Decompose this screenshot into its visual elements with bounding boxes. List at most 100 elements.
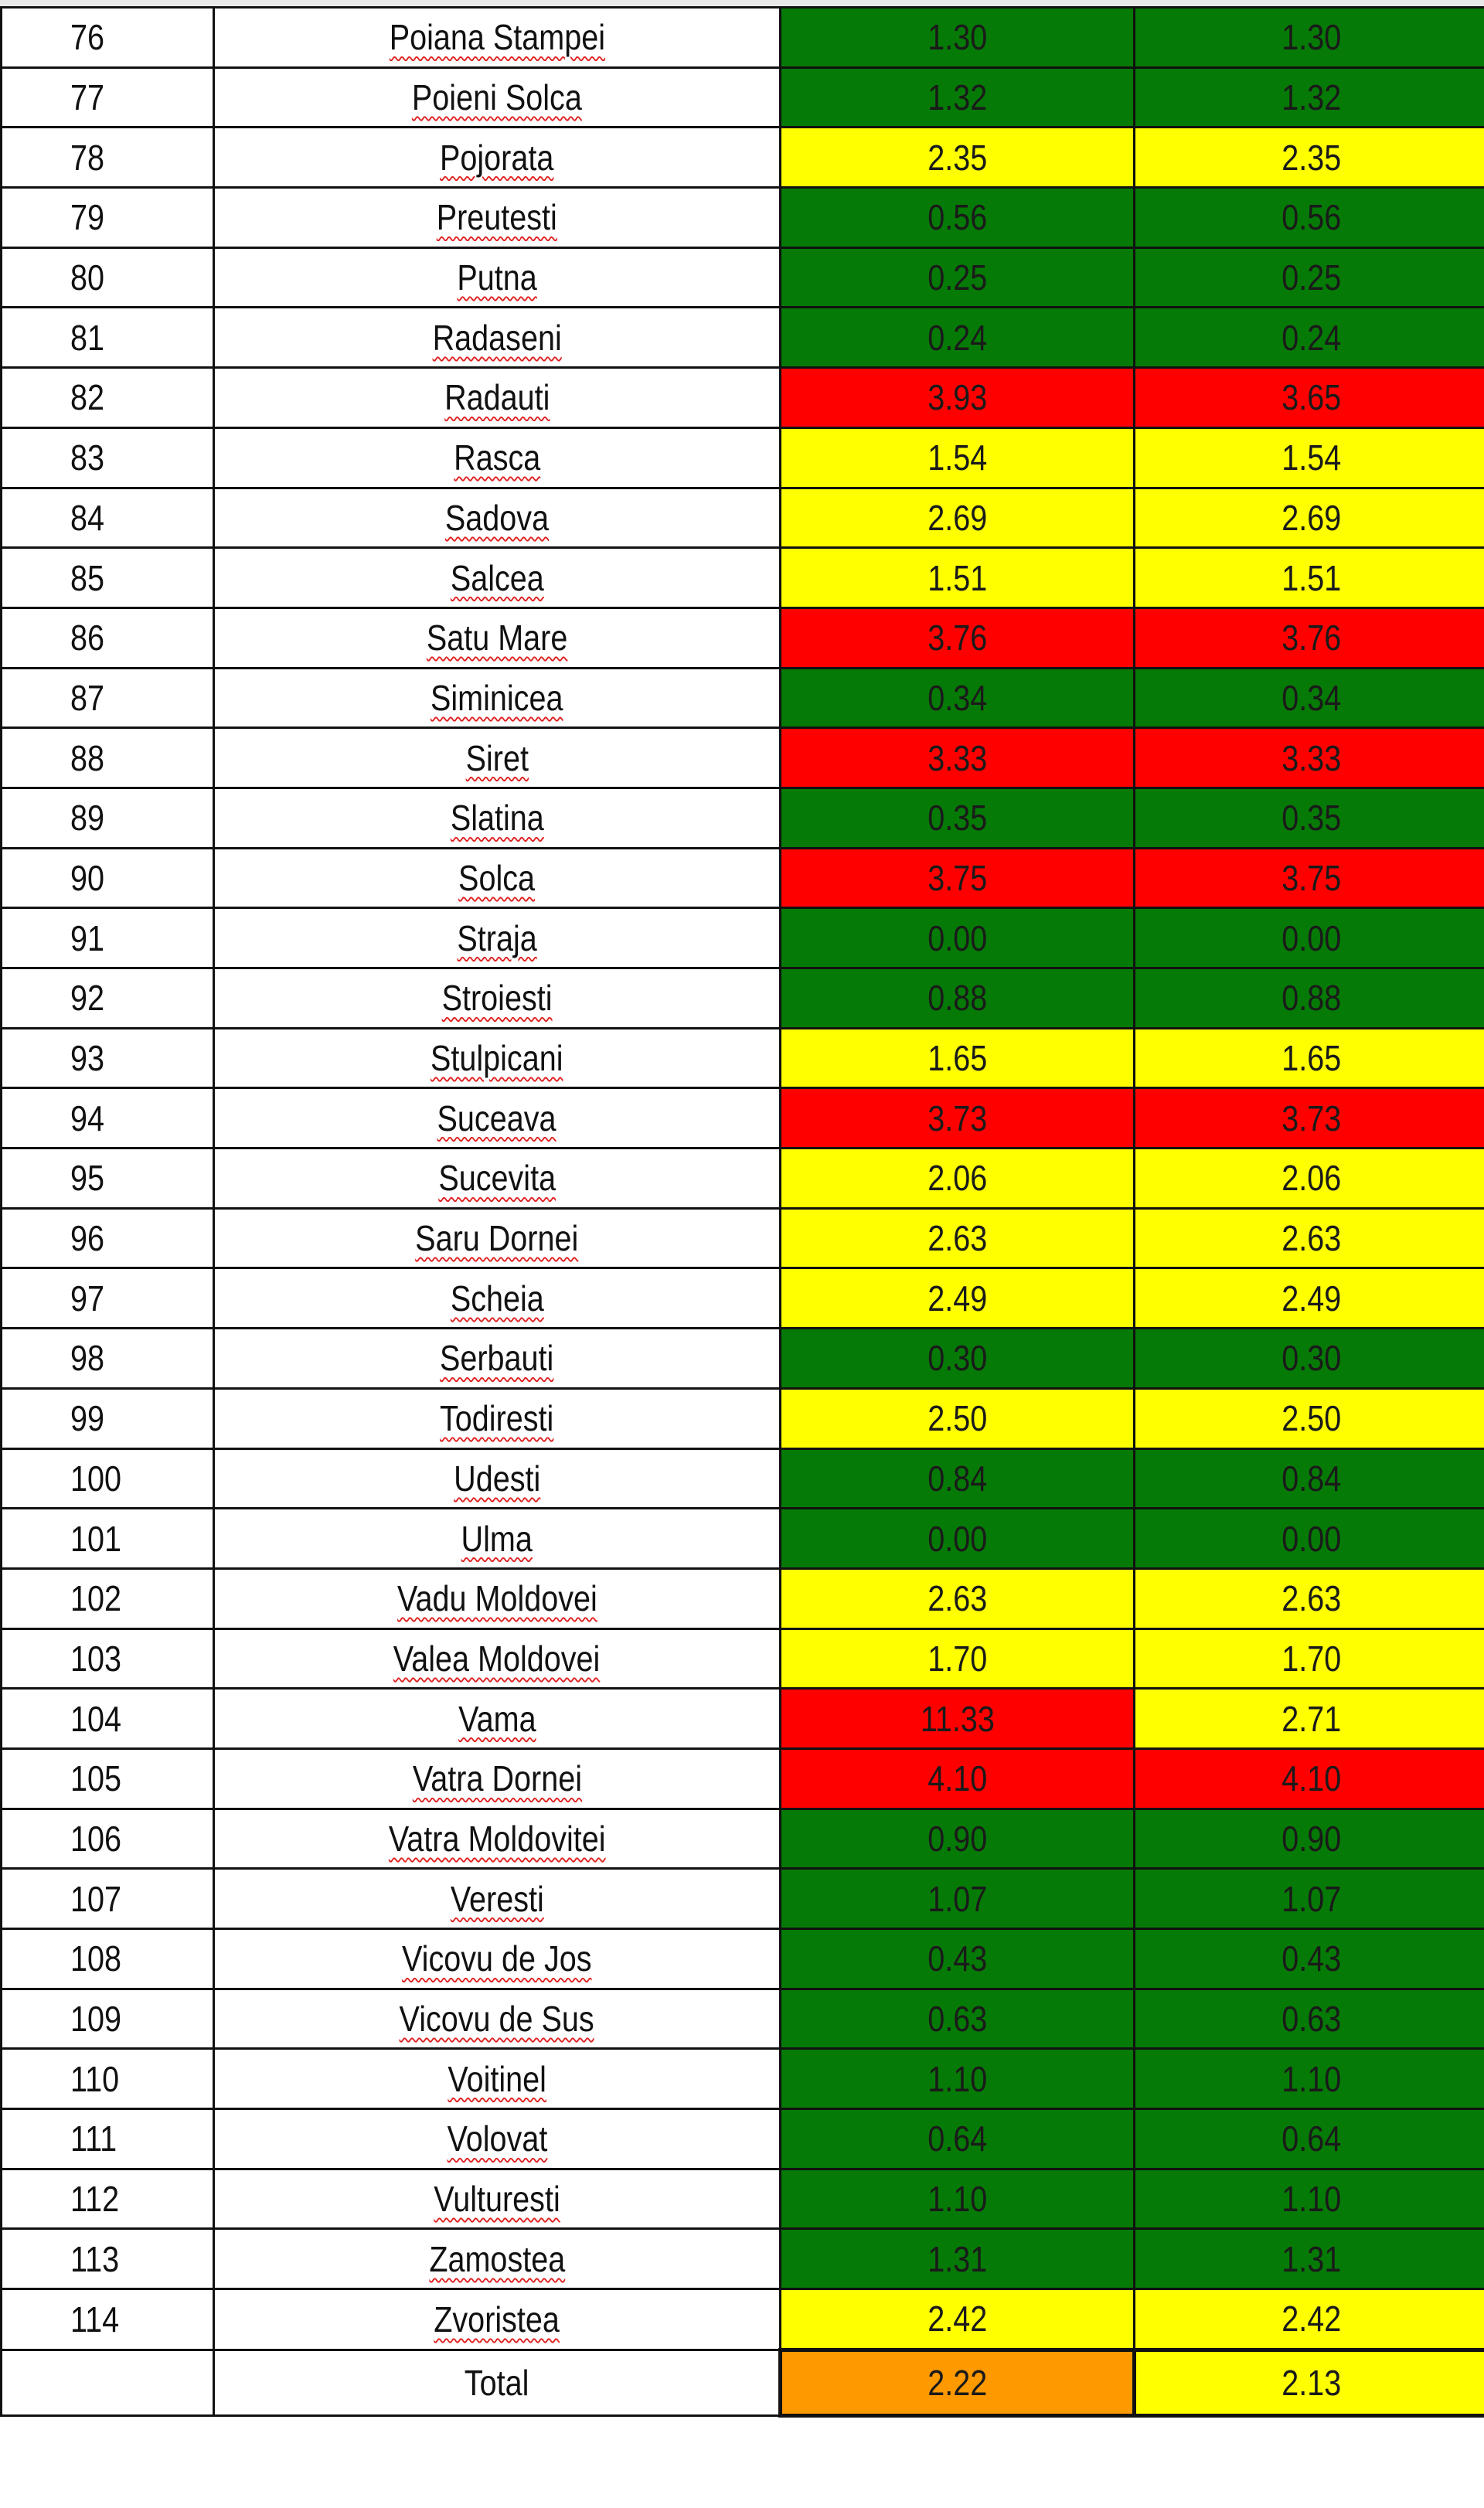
rate-value-2-text: 2.69 (1281, 497, 1341, 538)
locality-name: Vatra Dornei (213, 1747, 781, 1810)
rate-value-1: 0.35 (779, 786, 1135, 849)
rate-value-2: 2.63 (1133, 1567, 1484, 1630)
rate-value-2: 0.00 (1133, 907, 1484, 969)
rate-value-1-text: 0.24 (928, 317, 987, 358)
rate-value-1: 1.10 (779, 2047, 1135, 2111)
rate-value-2-text: 4.10 (1281, 1758, 1341, 1799)
rate-value-1: 3.75 (779, 846, 1135, 910)
rate-value-2-text: 0.56 (1281, 197, 1341, 238)
rate-value-1: 0.43 (779, 1928, 1135, 1990)
rate-value-1: 2.49 (779, 1267, 1135, 1330)
locality-name: Vicovu de Sus (213, 1987, 781, 2050)
rate-value-1: 2.63 (779, 1567, 1135, 1630)
rate-value-1-text: 3.33 (928, 737, 987, 778)
locality-name: Siret (213, 727, 781, 789)
rate-value-1: 0.00 (779, 1507, 1135, 1570)
rate-value-1-text: 0.64 (928, 2118, 987, 2159)
locality-name: Pojorata (213, 126, 781, 189)
row-number: 113 (0, 2227, 215, 2291)
rate-value-1-text: 0.88 (928, 978, 987, 1019)
rate-value-2-text: 3.75 (1281, 857, 1341, 898)
rate-value-2: 0.34 (1133, 666, 1484, 730)
row-number: 79 (0, 186, 215, 249)
rate-value-1-text: 0.35 (928, 798, 987, 839)
locality-name-text: Zvoristea (434, 2299, 560, 2340)
locality-name: Vatra Moldovitei (213, 1807, 781, 1870)
row-number-text: 77 (70, 77, 105, 118)
table-row: 82 Radauti 3.93 3.65 (0, 366, 1484, 429)
row-number: 95 (0, 1147, 215, 1210)
row-number-text: 104 (70, 1698, 122, 1739)
rate-value-2: 0.25 (1133, 246, 1484, 309)
total-value-1-text: 2.22 (928, 2362, 987, 2403)
row-number: 114 (0, 2288, 215, 2351)
rate-value-1-text: 2.69 (928, 497, 987, 538)
locality-name: Vadu Moldovei (213, 1567, 781, 1630)
row-number-text: 76 (70, 17, 105, 58)
row-number: 93 (0, 1026, 215, 1090)
table-row: 81 Radaseni 0.24 0.24 (0, 306, 1484, 369)
locality-name-text: Vicovu de Sus (399, 1999, 595, 2040)
rate-value-2: 1.07 (1133, 1867, 1484, 1930)
rate-value-1-text: 1.30 (928, 17, 987, 58)
total-number-cell (0, 2348, 215, 2417)
table-row: 89 Slatina 0.35 0.35 (0, 786, 1484, 849)
locality-name: Scheia (213, 1267, 781, 1330)
row-number: 109 (0, 1987, 215, 2050)
row-number-text: 82 (70, 377, 105, 418)
rate-value-1: 1.32 (779, 66, 1135, 129)
rate-value-2-text: 0.63 (1281, 1999, 1341, 2040)
row-number-text: 78 (70, 137, 105, 178)
rate-value-1: 0.84 (779, 1447, 1135, 1510)
locality-name: Poieni Solca (213, 66, 781, 129)
rate-value-2: 2.71 (1133, 1687, 1484, 1750)
locality-name: Udesti (213, 1447, 781, 1510)
locality-name-text: Rasca (453, 437, 541, 478)
rate-value-2-text: 1.31 (1281, 2238, 1341, 2279)
total-value-2-text: 2.13 (1281, 2362, 1341, 2403)
rate-value-2-text: 0.24 (1281, 317, 1341, 358)
row-number: 110 (0, 2047, 215, 2111)
row-number-text: 102 (70, 1578, 122, 1619)
locality-name-text: Poiana Stampei (389, 17, 605, 58)
table-row: 108 Vicovu de Jos 0.43 0.43 (0, 1928, 1484, 1990)
locality-name-text: Veresti (450, 1878, 544, 1919)
row-number-text: 84 (70, 497, 105, 538)
table-row: 84 Sadova 2.69 2.69 (0, 486, 1484, 550)
locality-name-text: Scheia (450, 1278, 544, 1319)
rate-value-2: 1.70 (1133, 1627, 1484, 1690)
locality-name: Ulma (213, 1507, 781, 1570)
rate-value-1: 0.25 (779, 246, 1135, 309)
rate-value-1: 1.31 (779, 2227, 1135, 2291)
row-number-text: 107 (70, 1878, 122, 1919)
rate-value-2-text: 1.10 (1281, 2179, 1341, 2220)
locality-name-text: Stroiesti (441, 978, 553, 1019)
row-number-text: 94 (70, 1097, 105, 1138)
rate-value-1-text: 2.63 (928, 1218, 987, 1259)
locality-name: Stulpicani (213, 1026, 781, 1090)
rate-value-2-text: 0.34 (1281, 677, 1341, 718)
row-number-text: 109 (70, 1999, 122, 2040)
rate-value-1-text: 1.54 (928, 437, 987, 478)
table-row: 102 Vadu Moldovei 2.63 2.63 (0, 1567, 1484, 1630)
locality-name-text: Serbauti (440, 1338, 554, 1379)
rate-value-1-text: 1.65 (928, 1038, 987, 1079)
locality-name: Sucevita (213, 1147, 781, 1210)
row-number-text: 96 (70, 1218, 105, 1259)
table-row: 95 Sucevita 2.06 2.06 (0, 1147, 1484, 1210)
locality-name: Preutesti (213, 186, 781, 249)
rate-value-2: 3.73 (1133, 1087, 1484, 1150)
locality-name-text: Vatra Moldovitei (388, 1818, 606, 1859)
locality-name-text: Salcea (450, 557, 544, 598)
rate-value-2-text: 0.88 (1281, 978, 1341, 1019)
rate-value-1-text: 4.10 (928, 1758, 987, 1799)
row-number: 102 (0, 1567, 215, 1630)
table-row: 105 Vatra Dornei 4.10 4.10 (0, 1747, 1484, 1810)
row-number: 83 (0, 426, 215, 489)
rate-value-2: 2.06 (1133, 1147, 1484, 1210)
locality-name: Sadova (213, 486, 781, 550)
row-number-text: 99 (70, 1398, 105, 1439)
rate-value-2-text: 1.07 (1281, 1878, 1341, 1919)
locality-name: Radauti (213, 366, 781, 429)
rate-value-2: 3.75 (1133, 846, 1484, 910)
